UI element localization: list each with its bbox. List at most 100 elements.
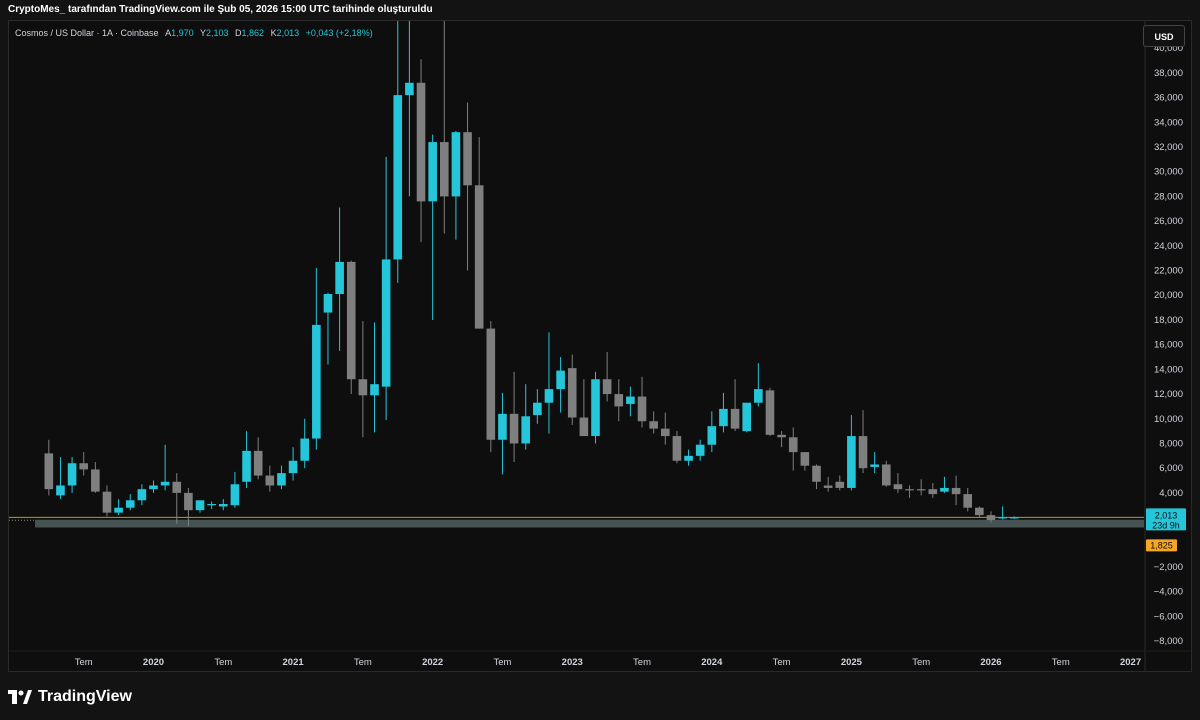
candle-body[interactable] — [288, 460, 298, 474]
candle-body[interactable] — [963, 494, 973, 508]
support-price-tag-value: 1,825 — [1150, 540, 1173, 550]
open-value: 1,970 — [171, 28, 194, 38]
candle-body[interactable] — [509, 413, 519, 444]
candle-body[interactable] — [486, 328, 496, 440]
time-tick-label: Tem — [912, 657, 930, 668]
candle-body[interactable] — [533, 402, 542, 416]
candle-body[interactable] — [777, 434, 786, 438]
candle-body[interactable] — [207, 504, 216, 506]
candle-body[interactable] — [312, 324, 321, 439]
candle-body[interactable] — [137, 489, 147, 501]
candle-body[interactable] — [300, 438, 310, 461]
candle-body[interactable] — [218, 504, 228, 507]
candle-body[interactable] — [346, 261, 356, 380]
chart-panel[interactable]: 40,000 38,000 36,000 34,000 32,000 30,000 28,0… — [8, 20, 1192, 672]
candle-body[interactable] — [765, 390, 775, 435]
candle-body[interactable] — [847, 436, 856, 488]
candle-body[interactable] — [230, 484, 240, 506]
time-tick-label: Tem — [493, 657, 511, 668]
candle-body[interactable] — [975, 507, 984, 516]
candle-body[interactable] — [742, 402, 752, 432]
candle-body[interactable] — [614, 394, 624, 407]
candle-body[interactable] — [928, 489, 938, 495]
candle-body[interactable] — [195, 500, 205, 511]
price-tick-label: −8,000 — [1154, 636, 1183, 647]
candle-body[interactable] — [67, 463, 77, 486]
price-tick-label: 34,000 — [1154, 117, 1183, 128]
candle-body[interactable] — [114, 507, 123, 513]
candle-body[interactable] — [323, 294, 333, 313]
candle-body[interactable] — [544, 389, 554, 403]
candle-body[interactable] — [253, 450, 263, 476]
candle-body[interactable] — [905, 489, 914, 491]
candle-body[interactable] — [672, 436, 682, 461]
candle-body[interactable] — [835, 481, 845, 488]
candle-body[interactable] — [858, 436, 868, 469]
candle-body[interactable] — [567, 368, 577, 418]
candle-body[interactable] — [463, 132, 472, 186]
candle-body[interactable] — [358, 379, 368, 396]
candle-body[interactable] — [370, 384, 379, 396]
candle-body[interactable] — [91, 469, 100, 492]
candle-body[interactable] — [149, 485, 158, 490]
candle-body[interactable] — [602, 379, 612, 395]
support-price-tag — [1146, 539, 1177, 552]
candle-body[interactable] — [125, 500, 135, 508]
candle-body[interactable] — [1009, 517, 1019, 519]
currency-button[interactable]: USD — [1143, 25, 1185, 47]
price-tick-label: 24,000 — [1154, 241, 1183, 252]
candle-body[interactable] — [812, 465, 821, 482]
candle-body[interactable] — [684, 455, 693, 461]
low-value: 1,862 — [241, 28, 265, 38]
candle-body[interactable] — [277, 473, 286, 486]
candlestick-chart[interactable]: 40,000 38,000 36,000 34,000 32,000 30,000 28,0… — [9, 21, 1192, 672]
candle-body[interactable] — [986, 515, 996, 521]
candle-body[interactable] — [579, 417, 589, 437]
candle-body[interactable] — [44, 453, 54, 490]
candle-body[interactable] — [916, 489, 926, 491]
candle-body[interactable] — [451, 132, 461, 197]
candle-body[interactable] — [707, 426, 717, 445]
candle-body[interactable] — [79, 463, 89, 470]
candle-body[interactable] — [881, 464, 891, 486]
candle-body[interactable] — [730, 408, 740, 429]
time-tick-label: 2025 — [841, 657, 863, 668]
candle-body[interactable] — [940, 487, 949, 492]
candle-body[interactable] — [498, 413, 507, 440]
candle-body[interactable] — [556, 370, 565, 390]
candle-body[interactable] — [823, 485, 833, 488]
candle-body[interactable] — [649, 421, 658, 429]
candle-body[interactable] — [242, 450, 251, 482]
candle-body[interactable] — [521, 416, 531, 444]
candle-body[interactable] — [637, 396, 647, 422]
candle-body[interactable] — [172, 481, 182, 493]
candle-body[interactable] — [381, 259, 391, 387]
candle-body[interactable] — [393, 95, 403, 260]
candle-body[interactable] — [870, 464, 879, 467]
candle-body[interactable] — [428, 142, 437, 202]
candle-body[interactable] — [56, 485, 65, 496]
candle-body[interactable] — [660, 428, 670, 437]
candle-body[interactable] — [184, 492, 193, 511]
candle-body[interactable] — [265, 475, 275, 486]
candle-body[interactable] — [474, 185, 484, 329]
candle-body[interactable] — [951, 487, 961, 495]
candle-body[interactable] — [719, 408, 728, 427]
candle-body[interactable] — [998, 517, 1007, 519]
price-tick-label: 20,000 — [1154, 290, 1183, 301]
tradingview-logo-icon — [8, 690, 32, 704]
candle-body[interactable] — [695, 444, 705, 456]
candle-body[interactable] — [416, 82, 426, 202]
candle-body[interactable] — [626, 396, 635, 404]
candle-body[interactable] — [800, 452, 810, 466]
candle-body[interactable] — [439, 142, 449, 197]
candle-body[interactable] — [591, 379, 600, 437]
candle-body[interactable] — [893, 484, 903, 490]
time-tick-label: 2027 — [1120, 657, 1141, 668]
candle-body[interactable] — [788, 437, 798, 453]
candle-body[interactable] — [335, 261, 344, 294]
candle-body[interactable] — [160, 481, 170, 486]
candle-body[interactable] — [754, 389, 763, 403]
candle-body[interactable] — [405, 82, 414, 96]
candle-body[interactable] — [102, 491, 112, 513]
